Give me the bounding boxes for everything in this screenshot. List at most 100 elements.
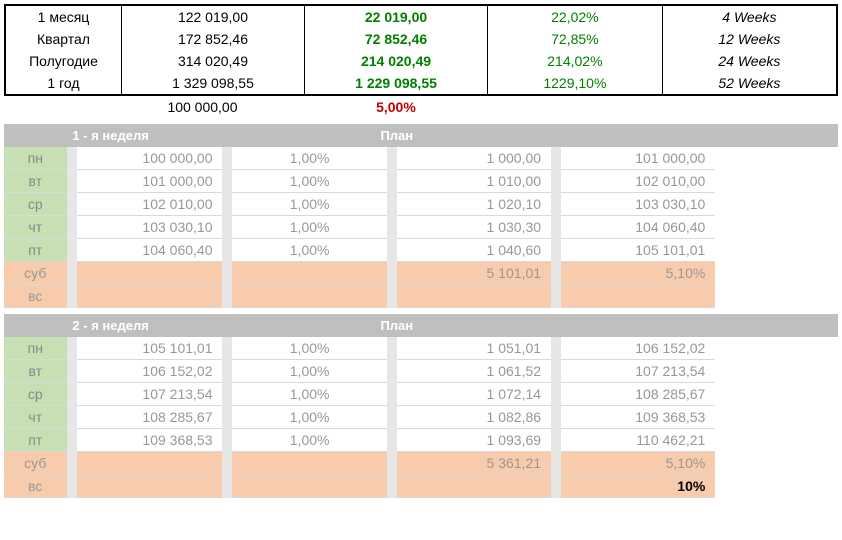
rate-cell: 1,00%	[232, 406, 386, 429]
start-cell: 107 213,54	[77, 383, 223, 406]
summary-row: Квартал172 852,4672 852,4672,85%12 Weeks	[5, 28, 837, 50]
amount-cell: 314 020,49	[121, 50, 304, 72]
day-label: суб	[4, 262, 67, 285]
day-row: пт 104 060,40 1,00% 1 040,60 105 101,01	[4, 239, 838, 262]
result-cell: 101 000,00	[561, 147, 715, 170]
day-row: чт 108 285,67 1,00% 1 082,86 109 368,53	[4, 406, 838, 429]
day-label: ср	[4, 383, 67, 406]
rate-cell: 1,00%	[232, 170, 386, 193]
result-cell: 106 152,02	[561, 337, 715, 360]
plan-cell: 1 000,00	[397, 147, 551, 170]
result-cell: 10%	[561, 475, 715, 498]
plan-header: План	[340, 124, 660, 147]
day-label: пн	[4, 147, 67, 170]
plan-cell: 5 101,01	[397, 262, 551, 285]
base-amount: 100 000,00	[121, 99, 304, 115]
rate-cell	[232, 475, 386, 498]
plan-cell: 1 010,00	[397, 170, 551, 193]
plan-cell: 5 361,21	[397, 452, 551, 475]
rate-cell: 1,00%	[232, 193, 386, 216]
period-cell: Полугодие	[5, 50, 121, 72]
amount-cell: 172 852,46	[121, 28, 304, 50]
start-cell: 109 368,53	[77, 429, 223, 452]
plan-cell: 1 020,10	[397, 193, 551, 216]
rate-cell	[232, 452, 386, 475]
summary-row: 1 год1 329 098,551 229 098,551229,10%52 …	[5, 72, 837, 95]
result-cell: 108 285,67	[561, 383, 715, 406]
plan-cell: 1 093,69	[397, 429, 551, 452]
amount-cell: 122 019,00	[121, 5, 304, 28]
day-label: вс	[4, 475, 67, 498]
start-cell: 108 285,67	[77, 406, 223, 429]
duration-cell: 4 Weeks	[662, 5, 837, 28]
period-cell: 1 месяц	[5, 5, 121, 28]
result-cell: 109 368,53	[561, 406, 715, 429]
result-cell: 105 101,01	[561, 239, 715, 262]
period-cell: 1 год	[5, 72, 121, 95]
plan-cell: 1 061,52	[397, 360, 551, 383]
plan-cell	[397, 285, 551, 308]
day-label: вт	[4, 170, 67, 193]
duration-cell: 12 Weeks	[662, 28, 837, 50]
day-label: вс	[4, 285, 67, 308]
day-label: вт	[4, 360, 67, 383]
summary-base-row: 100 000,00 5,00%	[4, 96, 838, 118]
pct-cell: 72,85%	[488, 28, 663, 50]
day-row: вс 10%	[4, 475, 838, 498]
week-header: 1 - я неделя План	[4, 124, 838, 147]
start-cell	[77, 285, 223, 308]
result-cell: 5,10%	[561, 452, 715, 475]
rate-cell: 1,00%	[232, 216, 386, 239]
day-label: чт	[4, 406, 67, 429]
day-row: вс	[4, 285, 838, 308]
rate-cell	[232, 262, 386, 285]
result-cell: 104 060,40	[561, 216, 715, 239]
week-title: 1 - я неделя	[66, 124, 328, 147]
plan-cell: 1 051,01	[397, 337, 551, 360]
pct-cell: 22,02%	[488, 5, 663, 28]
day-row: вт106 152,021,00%1 061,52107 213,54	[4, 360, 838, 383]
rate-cell: 1,00%	[232, 239, 386, 262]
summary-table: 1 месяц122 019,0022 019,0022,02%4 WeeksК…	[4, 4, 838, 96]
result-cell: 5,10%	[561, 262, 715, 285]
week-block: 2 - я неделяПланпн 105 101,01 1,00% 1 051,0…	[4, 314, 838, 498]
plan-cell: 1 082,86	[397, 406, 551, 429]
summary-row: Полугодие314 020,49214 020,49214,02%24 W…	[5, 50, 837, 72]
result-cell: 102 010,00	[561, 170, 715, 193]
result-cell: 110 462,21	[561, 429, 715, 452]
start-cell	[77, 475, 223, 498]
rate-cell: 1,00%	[232, 383, 386, 406]
start-cell: 100 000,00	[77, 147, 223, 170]
plan-cell: 1 040,60	[397, 239, 551, 262]
week-title: 2 - я неделя	[66, 314, 328, 337]
pct-cell: 1229,10%	[488, 72, 663, 95]
start-cell: 103 030,10	[77, 216, 223, 239]
day-row: пт109 368,531,00%1 093,69110 462,21	[4, 429, 838, 452]
profit-cell: 22 019,00	[305, 5, 488, 28]
pct-cell: 214,02%	[488, 50, 663, 72]
duration-cell: 52 Weeks	[662, 72, 837, 95]
rate-cell	[232, 285, 386, 308]
day-label: чт	[4, 216, 67, 239]
result-cell: 107 213,54	[561, 360, 715, 383]
result-cell: 103 030,10	[561, 193, 715, 216]
result-cell	[561, 285, 715, 308]
week-header: 2 - я неделяПлан	[4, 314, 838, 337]
summary-row: 1 месяц122 019,0022 019,0022,02%4 Weeks	[5, 5, 837, 28]
day-label: пт	[4, 239, 67, 262]
start-cell: 105 101,01	[77, 337, 223, 360]
start-cell: 104 060,40	[77, 239, 223, 262]
period-cell: Квартал	[5, 28, 121, 50]
rate-cell: 1,00%	[232, 337, 386, 360]
start-cell: 102 010,00	[77, 193, 223, 216]
base-rate: 5,00%	[304, 99, 487, 115]
rate-cell: 1,00%	[232, 360, 386, 383]
plan-cell: 1 072,14	[397, 383, 551, 406]
rate-cell: 1,00%	[232, 429, 386, 452]
day-label: пн	[4, 337, 67, 360]
day-row: ср102 010,001,00%1 020,10103 030,10	[4, 193, 838, 216]
start-cell	[77, 452, 223, 475]
amount-cell: 1 329 098,55	[121, 72, 304, 95]
profit-cell: 1 229 098,55	[305, 72, 488, 95]
day-row: вт101 000,001,00%1 010,00102 010,00	[4, 170, 838, 193]
